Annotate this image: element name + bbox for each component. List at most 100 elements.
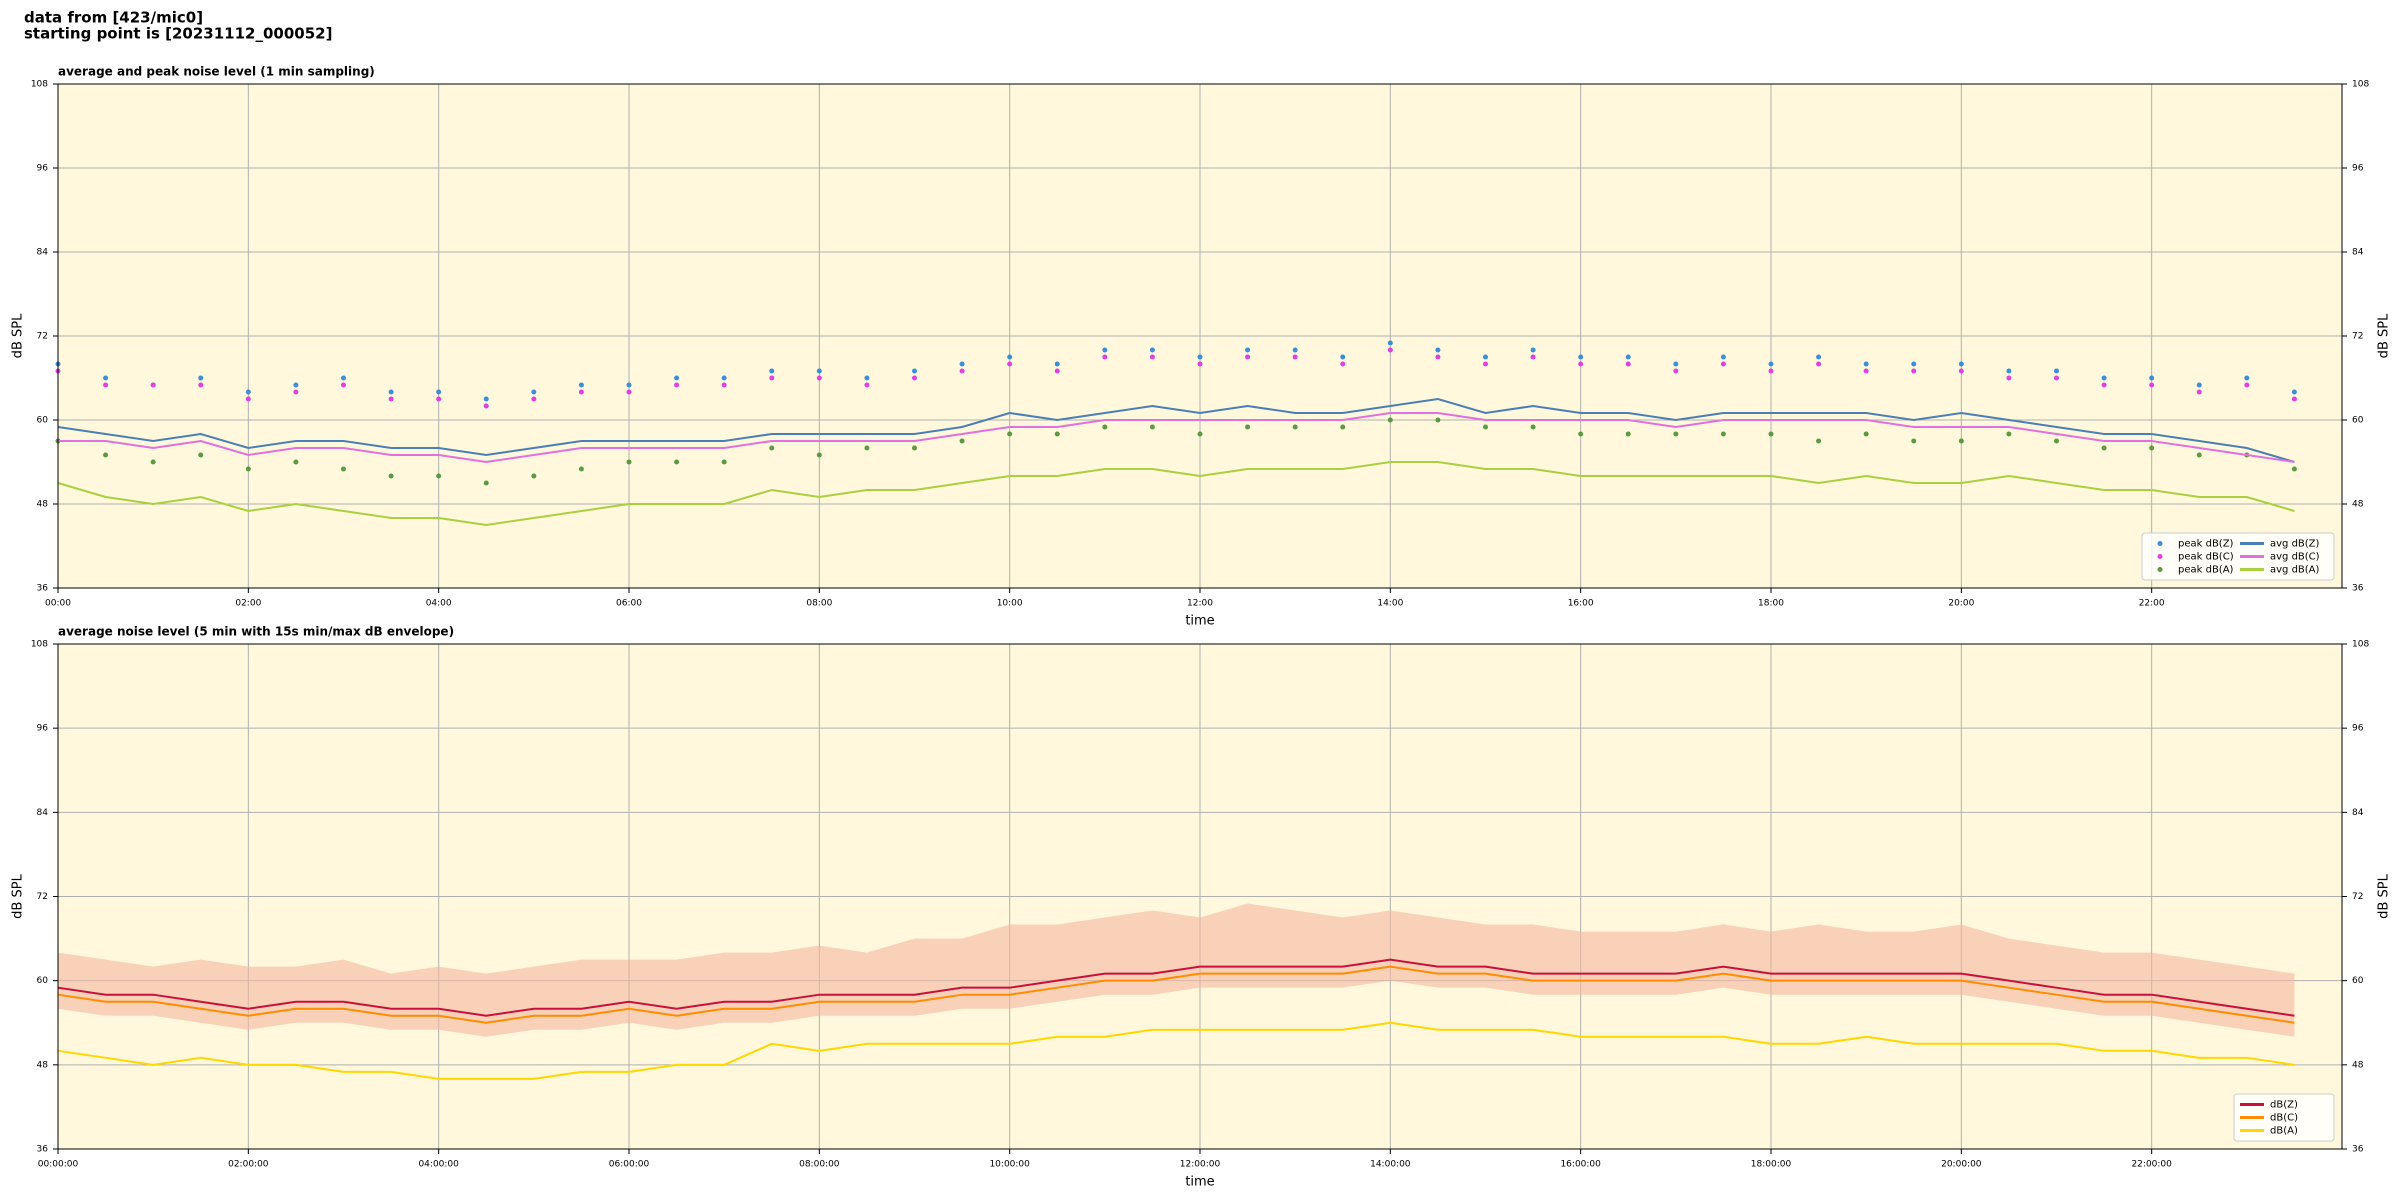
y-axis-label: dB SPL [11, 873, 26, 918]
x-tick-label: 00:00 [45, 599, 71, 609]
peak-point [1007, 361, 1013, 367]
peak-point [2054, 368, 2059, 374]
peak-point [1768, 368, 1774, 374]
y-tick-label: 96 [2352, 724, 2364, 734]
peak-point [816, 368, 822, 374]
plot-frame [57, 83, 2343, 589]
peak-point [1245, 347, 1251, 353]
x-tick-label: 20:00:00 [1941, 1160, 1982, 1170]
y-tick-label: 48 [2352, 1060, 2364, 1070]
peak-point [769, 445, 775, 451]
suptitle-line: data from [423/mic0] [24, 9, 203, 27]
peak-point [2054, 375, 2059, 381]
peak-point [1483, 361, 1488, 367]
peak-point [1578, 361, 1584, 367]
peak-point [103, 382, 109, 388]
peak-point [1435, 347, 1441, 353]
peak-point [1768, 431, 1774, 437]
peak-point [245, 396, 251, 402]
legend-label: peak dB(Z) [2178, 539, 2234, 550]
y-tick-label: 60 [2352, 416, 2364, 426]
peak-point [1816, 438, 1822, 444]
peak-point [674, 375, 680, 381]
x-tick-label: 06:00 [616, 599, 642, 609]
line [57, 965, 2295, 1024]
peak-point [483, 480, 489, 486]
peak-point [341, 466, 346, 472]
peak-point [1958, 438, 1964, 444]
y-tick-label: 84 [2352, 808, 2364, 818]
peak-point [2149, 375, 2155, 381]
peak-point [2196, 389, 2202, 395]
peak-point [1149, 424, 1155, 430]
peak-point [2006, 368, 2012, 374]
peak-point [1530, 424, 1536, 430]
x-tick-label: 08:00 [806, 599, 832, 609]
y-tick-label: 108 [31, 640, 48, 650]
peak-point [2101, 382, 2107, 388]
peak-point [2244, 382, 2250, 388]
peak-point [1816, 354, 1822, 360]
y-tick-label: 60 [2352, 976, 2364, 986]
legend-box [2141, 532, 2335, 581]
peak-point [2291, 466, 2297, 472]
peak-point [1007, 354, 1013, 360]
peak-point [436, 473, 442, 479]
peak-point [1387, 347, 1393, 353]
peak-point [1958, 368, 1964, 374]
peak-point [1816, 361, 1822, 367]
y-tick-label: 48 [37, 500, 49, 510]
peak-point [1197, 361, 1203, 367]
peak-point [531, 389, 537, 395]
peak-point [864, 382, 870, 388]
peak-point [531, 473, 537, 479]
legend-marker [2157, 567, 2163, 572]
legend-label: peak dB(A) [2178, 565, 2234, 576]
peak-point [2196, 452, 2202, 458]
peak-point [1340, 361, 1346, 367]
peak-point [578, 466, 584, 472]
peak-point [388, 389, 394, 395]
peak-point [1958, 361, 1964, 367]
y-tick-label: 84 [2352, 248, 2364, 258]
x-tick-label: 02:00:00 [228, 1160, 269, 1170]
peak-point [1292, 424, 1298, 430]
peak-point [2006, 431, 2012, 437]
y-tick-label: 36 [37, 584, 49, 594]
peak-point [959, 361, 965, 367]
peak-point [769, 375, 775, 381]
legend-label: dB(Z) [2270, 1100, 2298, 1111]
peak-point [245, 466, 251, 472]
peak-point [198, 375, 204, 381]
x-tick-label: 10:00 [997, 599, 1023, 609]
y-tick-label: 48 [37, 1060, 49, 1070]
peak-point [721, 375, 727, 381]
peak-point [1911, 438, 1917, 444]
y-tick-label: 72 [2352, 892, 2363, 902]
x-tick-label: 22:00 [2139, 599, 2165, 609]
x-tick-label: 12:00 [1187, 599, 1213, 609]
peak-point [293, 389, 299, 395]
chart-title: average and peak noise level (1 min samp… [58, 65, 375, 79]
x-tick-label: 16:00 [1568, 599, 1594, 609]
peak-point [150, 382, 156, 388]
peak-point [341, 382, 346, 388]
legend-label: dB(C) [2270, 1113, 2298, 1124]
suptitle-line: starting point is [20231112_000052] [24, 25, 332, 43]
peak-point [1245, 354, 1251, 360]
legend-label: avg dB(A) [2270, 565, 2320, 576]
plot-frame [57, 643, 2343, 1150]
peak-point [816, 452, 822, 458]
peak-point [769, 368, 775, 374]
peak-point [2291, 396, 2297, 402]
chart-title: average noise level (5 min with 15s min/… [58, 625, 454, 639]
peak-point [1720, 431, 1726, 437]
peak-point [483, 403, 489, 409]
peak-point [1578, 431, 1584, 437]
peak-point [721, 382, 727, 388]
peak-point [1578, 354, 1584, 360]
y-tick-label: 72 [37, 892, 48, 902]
x-tick-label: 10:00:00 [989, 1160, 1030, 1170]
peak-point [816, 375, 822, 381]
y-tick-label: 60 [37, 976, 49, 986]
